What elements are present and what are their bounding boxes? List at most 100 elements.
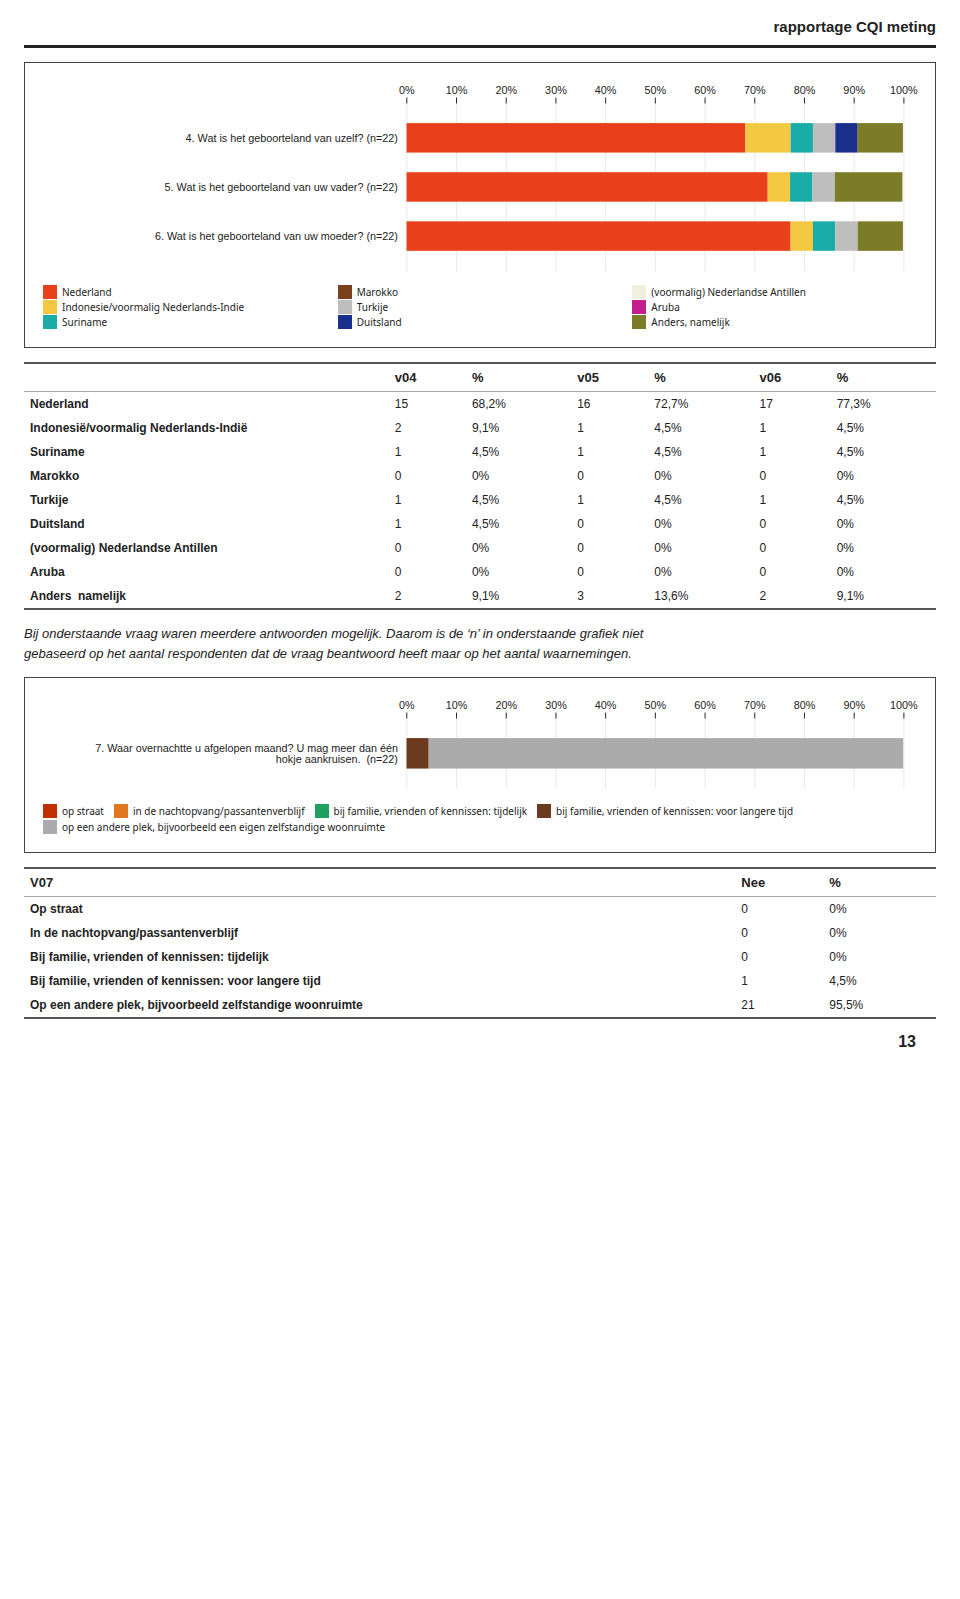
html-text:0%: 0% (836, 517, 854, 532)
html-text:0%: 0% (654, 517, 672, 532)
svg-text:0%: 0% (399, 84, 415, 96)
html-text:Suriname: Suriname (62, 315, 108, 330)
html-text:Nederland: Nederland (62, 285, 112, 300)
html-text:Bij familie, vrienden of kenni: Bij familie, vrienden of kennissen: tijd… (30, 950, 269, 965)
svg-text:90%: 90% (843, 699, 865, 711)
html-text:4,5%: 4,5% (471, 445, 500, 460)
html-text:Marokko: Marokko (356, 285, 398, 300)
html-text:(voormalig) Nederlandse Antill: (voormalig) Nederlandse Antillen (651, 285, 806, 300)
html-text:4,5%: 4,5% (836, 445, 864, 460)
html-text:4,5%: 4,5% (654, 445, 682, 460)
html-text:op een andere plek, bijvoorbee: op een andere plek, bijvoorbeeld een eig… (62, 820, 386, 835)
html-text:op straat: op straat (62, 803, 104, 818)
html-text:Bij familie, vrienden of kenni: Bij familie, vrienden of kennissen: voor… (30, 974, 321, 989)
html-text:0%: 0% (654, 541, 672, 556)
html-text:4,5%: 4,5% (471, 493, 500, 508)
html-text:21: 21 (741, 998, 755, 1013)
html-text:0%: 0% (829, 902, 847, 917)
html-text:0%: 0% (654, 469, 672, 484)
html-text:Anders, namelijk: Anders, namelijk (651, 315, 730, 330)
html-text:9,1%: 9,1% (836, 589, 864, 604)
html-text:68,2%: 68,2% (471, 397, 506, 412)
html-text:13,6%: 13,6% (654, 589, 689, 604)
html-text:Indonesië/voormalig Nederlands: Indonesië/voormalig Nederlands-Indië (30, 421, 248, 436)
svg-text:0%: 0% (399, 699, 415, 711)
html-text:17: 17 (759, 397, 773, 412)
html-text:0%: 0% (471, 565, 490, 580)
svg-text:50%: 50% (645, 699, 667, 711)
html-text:0%: 0% (471, 469, 490, 484)
html-text:4,5%: 4,5% (471, 517, 500, 532)
svg-text:20%: 20% (495, 699, 517, 711)
html-text:Duitsland: Duitsland (30, 517, 85, 532)
html-text:Aruba: Aruba (30, 565, 65, 580)
html-text:In de nachtopvang/passantenver: In de nachtopvang/passantenverblijf (30, 926, 238, 941)
html-text:Op een andere plek, bijvoorbee: Op een andere plek, bijvoorbeeld zelfsta… (30, 998, 363, 1013)
svg-text:4. Wat is het geboorteland van: 4. Wat is het geboorteland van uzelf? (n… (186, 132, 398, 144)
html-text:13: 13 (898, 1033, 916, 1051)
svg-text:5. Wat is het geboorteland van: 5. Wat is het geboorteland van uw vader?… (165, 181, 398, 193)
html-text:4,5%: 4,5% (654, 493, 682, 508)
html-text:rapportage CQI meting: rapportage CQI meting (773, 18, 936, 35)
html-text:0%: 0% (471, 541, 490, 556)
html-text:4,5%: 4,5% (654, 421, 682, 436)
html-text:bij familie, vrienden of kenni: bij familie, vrienden of kennissen: voor… (556, 803, 794, 818)
html-text:4,5%: 4,5% (836, 421, 864, 436)
html-text:V07: V07 (30, 875, 54, 891)
html-text:bij familie, vrienden of kenni: bij familie, vrienden of kennissen: tijd… (333, 803, 528, 818)
html-text:Turkije: Turkije (356, 300, 389, 315)
html-text:9,1%: 9,1% (471, 421, 500, 436)
html-text:Duitsland: Duitsland (356, 315, 402, 330)
svg-text:10%: 10% (446, 699, 468, 711)
svg-text:10%: 10% (446, 84, 468, 96)
svg-text:60%: 60% (694, 699, 716, 711)
svg-text:50%: 50% (645, 84, 667, 96)
svg-text:30%: 30% (545, 699, 567, 711)
html-text:Suriname: Suriname (30, 445, 85, 460)
html-text:(voormalig) Nederlandse Antill: (voormalig) Nederlandse Antillen (30, 541, 218, 556)
html-text:2: 2 (394, 421, 402, 436)
svg-text:60%: 60% (694, 84, 716, 96)
svg-text:100%: 100% (890, 699, 918, 711)
html-text:0%: 0% (836, 541, 854, 556)
svg-text:70%: 70% (744, 699, 766, 711)
svg-text:70%: 70% (744, 84, 766, 96)
svg-text:30%: 30% (545, 84, 567, 96)
html-text:0%: 0% (654, 565, 672, 580)
svg-text:100%: 100% (890, 84, 918, 96)
html-text:Marokko: Marokko (30, 469, 80, 484)
html-text:v05: v05 (577, 370, 599, 386)
html-text:gebaseerd op het aantal respon: gebaseerd op het aantal respondenten dat… (24, 645, 632, 661)
html-text:0%: 0% (829, 950, 847, 965)
html-text:77,3%: 77,3% (836, 397, 871, 412)
html-text:in de nachtopvang/passantenver: in de nachtopvang/passantenverblijf (133, 803, 305, 818)
html-text:Bij onderstaande vraag waren m: Bij onderstaande vraag waren meerdere an… (24, 626, 644, 642)
svg-text:80%: 80% (794, 84, 816, 96)
html-text:0%: 0% (836, 469, 854, 484)
svg-text:6. Wat is het geboorteland van: 6. Wat is het geboorteland van uw moeder… (155, 230, 398, 242)
html-text:Nederland: Nederland (30, 397, 89, 412)
svg-text:7. Waar overnachtte u afgelope: 7. Waar overnachtte u afgelopen maand? U… (95, 742, 398, 765)
html-text:95,5%: 95,5% (829, 998, 864, 1013)
html-text:Turkije: Turkije (30, 493, 69, 508)
svg-text:40%: 40% (595, 84, 617, 96)
html-text:Op straat: Op straat (30, 902, 83, 917)
html-text:72,7%: 72,7% (654, 397, 689, 412)
html-text:0%: 0% (836, 565, 854, 580)
html-text:Anders namelijk: Anders namelijk (30, 589, 126, 604)
svg-text:40%: 40% (595, 699, 617, 711)
html-text:v04: v04 (394, 370, 417, 386)
svg-text:90%: 90% (843, 84, 865, 96)
html-text:Nee: Nee (741, 875, 766, 891)
html-text:9,1%: 9,1% (471, 589, 500, 604)
svg-text:80%: 80% (794, 699, 816, 711)
html-text:16: 16 (577, 397, 591, 412)
html-text:0%: 0% (829, 926, 847, 941)
html-text:Aruba: Aruba (651, 300, 680, 315)
html-text:4,5%: 4,5% (836, 493, 864, 508)
html-text:15: 15 (394, 397, 409, 412)
html-text:4,5%: 4,5% (829, 974, 857, 989)
svg-text:20%: 20% (495, 84, 517, 96)
html-text:Indonesie/voormalig Nederlands: Indonesie/voormalig Nederlands-Indie (62, 300, 245, 315)
html-text:v06: v06 (759, 370, 782, 386)
